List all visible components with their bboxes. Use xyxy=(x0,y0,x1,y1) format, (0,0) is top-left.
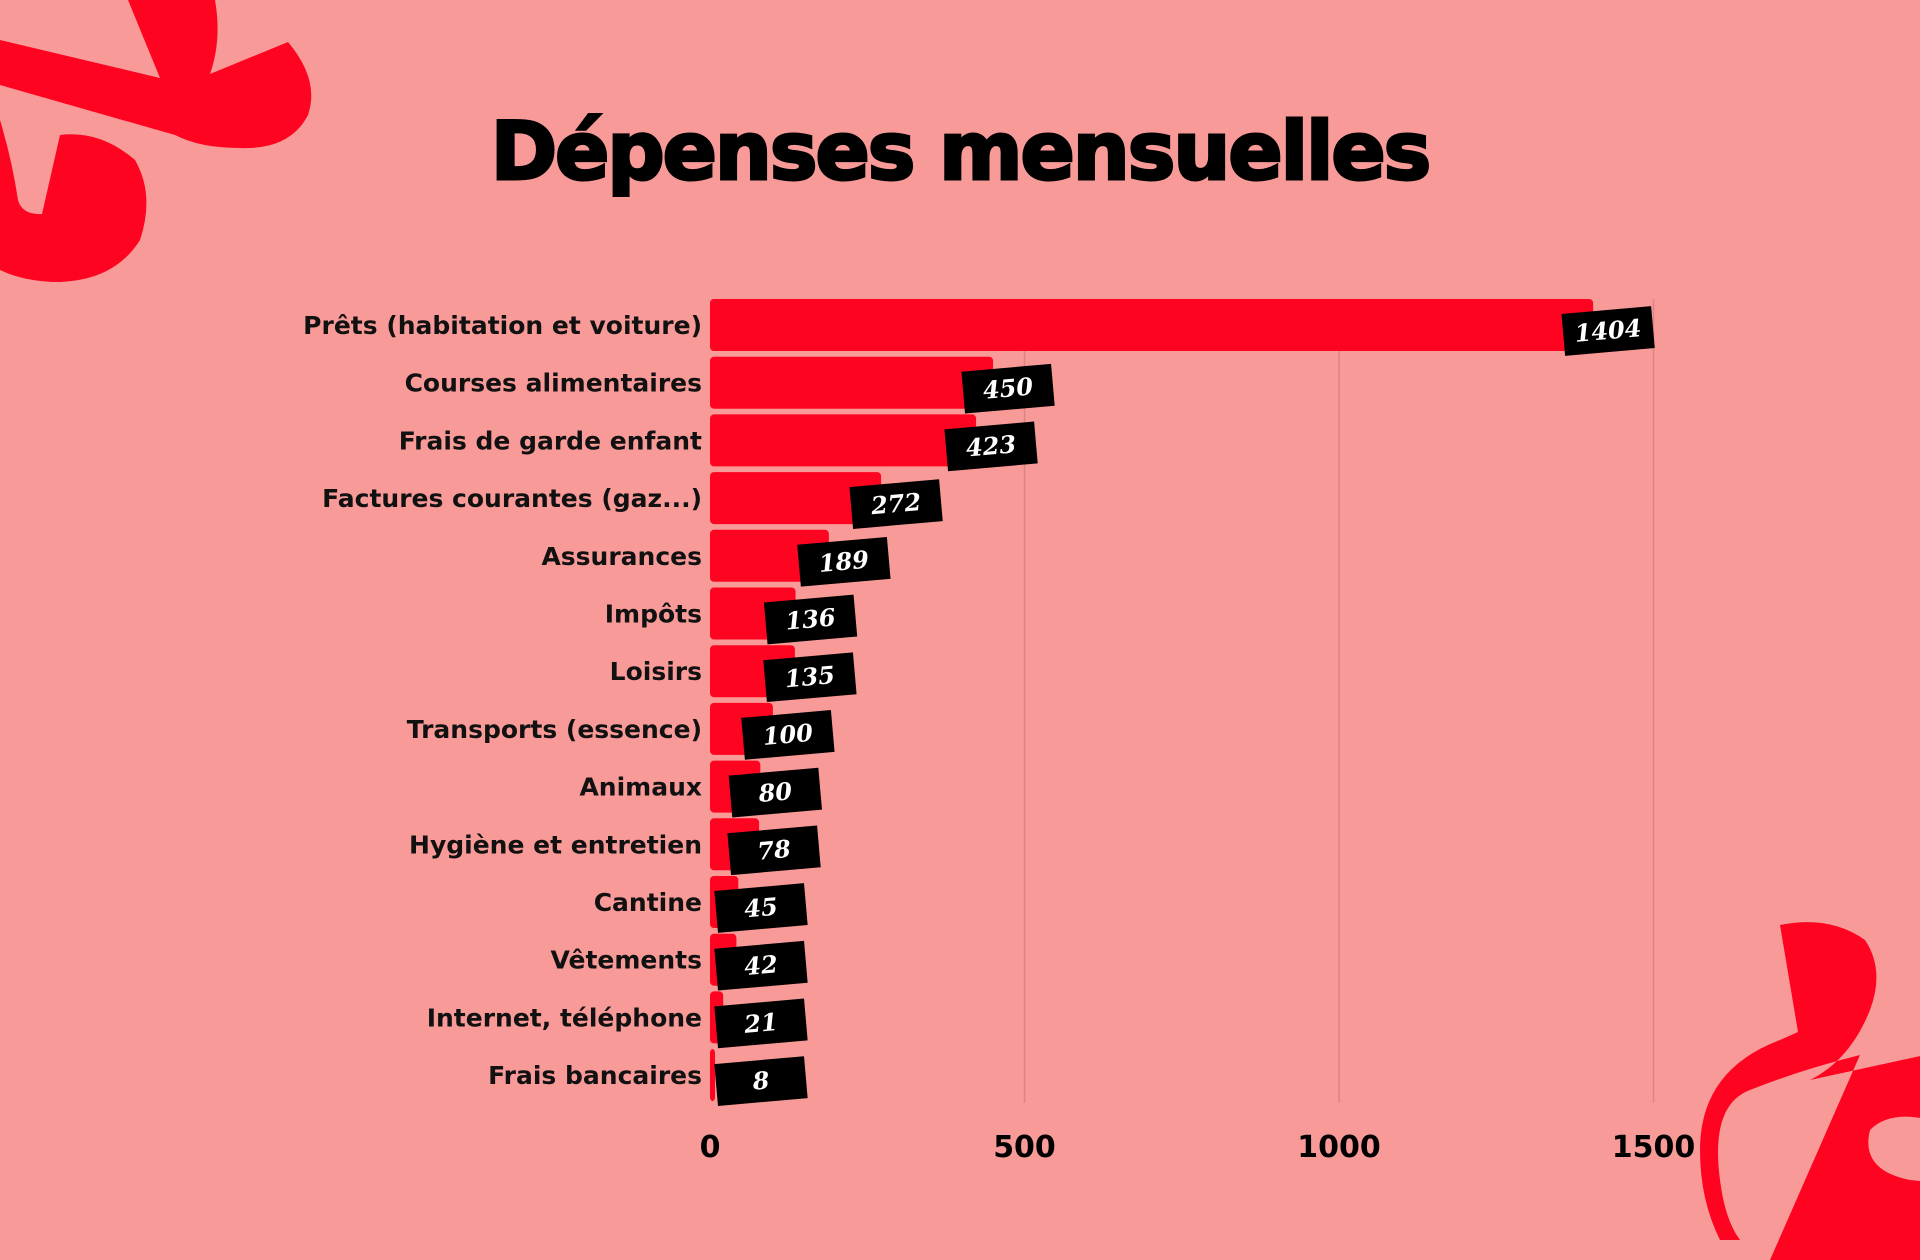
value-label-background xyxy=(944,421,1038,472)
value-label-box: 45 xyxy=(714,883,808,933)
value-label-background xyxy=(714,998,808,1049)
category-label: Loisirs xyxy=(610,657,702,686)
category-label: Factures courantes (gaz...) xyxy=(322,484,702,513)
value-label-box: 135 xyxy=(763,652,857,703)
value-label-background xyxy=(797,536,891,587)
value-label-background xyxy=(961,363,1055,414)
value-label: 21 xyxy=(742,1007,779,1039)
value-label: 100 xyxy=(762,718,815,751)
bar xyxy=(710,529,829,582)
x-tick-label: 0 xyxy=(700,1130,721,1165)
category-label: Prêts (habitation et voiture) xyxy=(303,311,702,340)
value-label-background xyxy=(763,594,858,645)
value-label: 42 xyxy=(743,949,779,981)
category-label: Vêtements xyxy=(551,946,702,975)
bar xyxy=(710,1049,716,1102)
value-label-background xyxy=(1561,306,1655,356)
decorative-shape-bottom-right xyxy=(1700,922,1920,1260)
value-label-box: 1404 xyxy=(1561,306,1655,356)
bar xyxy=(710,299,1594,351)
value-label: 135 xyxy=(784,660,836,693)
category-label: Animaux xyxy=(579,773,702,802)
value-label-background xyxy=(714,940,808,991)
value-label-box: 8 xyxy=(714,1056,808,1106)
value-label-box: 272 xyxy=(849,479,943,529)
value-label: 450 xyxy=(982,372,1035,405)
bar xyxy=(710,356,994,409)
value-label-box: 450 xyxy=(961,363,1055,414)
value-label-background xyxy=(763,652,857,703)
value-label-background xyxy=(728,767,822,818)
value-label-box: 80 xyxy=(728,767,822,818)
value-label: 272 xyxy=(869,487,922,520)
bar xyxy=(710,414,977,467)
value-label: 8 xyxy=(750,1065,770,1095)
value-label-background xyxy=(714,883,808,933)
value-label-box: 136 xyxy=(763,594,858,645)
value-label-background xyxy=(714,1056,808,1106)
chart-title: Dépenses mensuelles xyxy=(489,104,1433,200)
value-label-box: 78 xyxy=(727,825,821,876)
value-label: 78 xyxy=(756,834,792,866)
category-label: Frais de garde enfant xyxy=(399,426,702,455)
category-label: Impôts xyxy=(605,600,702,629)
bar xyxy=(710,472,882,525)
value-label-background xyxy=(849,479,943,529)
category-label: Internet, téléphone xyxy=(427,1003,702,1032)
value-label: 423 xyxy=(965,429,1017,462)
value-label: 80 xyxy=(756,776,793,808)
category-label: Courses alimentaires xyxy=(405,369,702,398)
value-label: 45 xyxy=(743,892,779,924)
category-label: Assurances xyxy=(541,542,702,571)
value-label: 1404 xyxy=(1574,313,1643,348)
category-label: Hygiène et entretien xyxy=(409,830,702,859)
value-label-background xyxy=(741,710,835,760)
x-tick-label: 1000 xyxy=(1297,1130,1381,1165)
decorative-shape-top-left xyxy=(0,0,312,282)
value-label-box: 423 xyxy=(944,421,1038,472)
value-label-box: 42 xyxy=(714,940,808,991)
category-label: Transports (essence) xyxy=(407,715,702,744)
value-label: 189 xyxy=(818,545,871,578)
value-label-box: 100 xyxy=(741,710,835,760)
value-label-box: 21 xyxy=(714,998,808,1049)
value-label: 136 xyxy=(784,602,837,635)
category-label: Cantine xyxy=(594,888,702,917)
x-tick-label: 500 xyxy=(993,1130,1056,1165)
value-label-box: 189 xyxy=(797,536,891,587)
value-label-background xyxy=(727,825,821,876)
category-label: Frais bancaires xyxy=(488,1061,702,1090)
x-tick-label: 1500 xyxy=(1612,1130,1696,1165)
